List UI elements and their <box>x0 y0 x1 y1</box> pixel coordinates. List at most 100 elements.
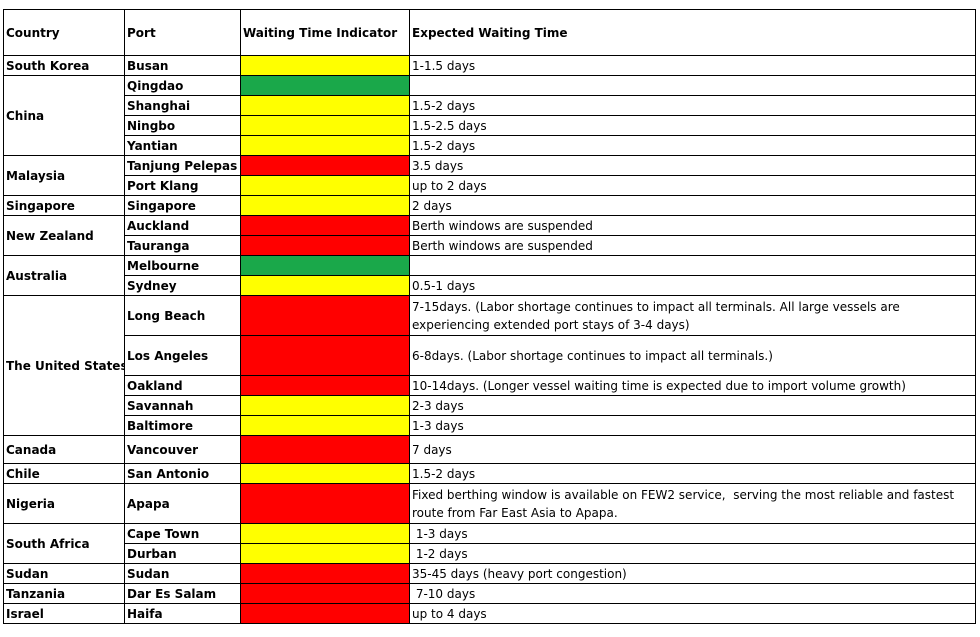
table-row: South Korea Busan 1-1.5 days <box>3 55 976 76</box>
waiting-time-cell: 0.5-1 days <box>409 275 976 296</box>
table-body: South Korea Busan 1-1.5 days China Qingdao Sh… <box>3 55 976 624</box>
port-cell: Auckland <box>124 215 241 236</box>
country-cell: Nigeria <box>3 483 125 524</box>
status-indicator-yellow <box>240 135 410 156</box>
port-cell: Apapa <box>124 483 241 524</box>
table-row: Canada Vancouver 7 days <box>3 435 976 464</box>
country-cell: Sudan <box>3 563 125 584</box>
waiting-time-cell: up to 2 days <box>409 175 976 196</box>
waiting-time-cell: Berth windows are suspended <box>409 235 976 256</box>
status-indicator-yellow <box>240 523 410 544</box>
table-row: China Qingdao <box>3 75 976 156</box>
status-indicator-yellow <box>240 275 410 296</box>
header-indicator: Waiting Time Indicator <box>240 9 410 56</box>
table-row: Savannah 2-3 days <box>4 395 976 416</box>
status-indicator-yellow <box>240 195 410 216</box>
status-indicator-yellow <box>240 95 410 116</box>
table-row: New Zealand Auckland Berth windows are sus… <box>3 215 976 256</box>
status-indicator-red <box>240 563 410 584</box>
waiting-time-cell: Fixed berthing window is available on FE… <box>409 483 976 524</box>
port-cell: Durban <box>124 543 241 564</box>
waiting-time-cell: 7-10 days <box>409 583 976 604</box>
waiting-time-cell: 6-8days. (Labor shortage continues to im… <box>409 335 976 376</box>
waiting-time-cell: 7-15days. (Labor shortage continues to i… <box>409 295 976 336</box>
port-cell: Long Beach <box>124 295 241 336</box>
country-cell: Canada <box>3 435 125 464</box>
table-row: Singapore Singapore 2 days <box>3 195 976 216</box>
status-indicator-red <box>240 155 410 176</box>
table-row: Ningbo 1.5-2.5 days <box>4 115 976 136</box>
country-cell: South Africa <box>3 523 125 564</box>
table-row: Los Angeles 6-8days. (Labor shortage cont… <box>4 335 976 376</box>
waiting-time-cell: 1.5-2.5 days <box>409 115 976 136</box>
port-cell: Los Angeles <box>124 335 241 376</box>
waiting-time-cell: 1.5-2 days <box>409 95 976 116</box>
waiting-time-cell <box>409 75 976 96</box>
port-cell: Haifa <box>124 603 241 624</box>
table-row: Australia Melbourne <box>3 255 976 296</box>
status-indicator-red <box>240 603 410 624</box>
waiting-time-cell: 1-3 days <box>409 523 976 544</box>
port-cell: Dar Es Salam <box>124 583 241 604</box>
country-cell: Chile <box>3 463 125 484</box>
port-cell: Tanjung Pelepas <box>124 155 241 176</box>
waiting-time-cell: Berth windows are suspended <box>409 215 976 236</box>
table-row: Sydney 0.5-1 days <box>4 275 976 296</box>
waiting-time-cell: 1.5-2 days <box>409 135 976 156</box>
header-expected: Expected Waiting Time <box>409 9 976 56</box>
header-port: Port <box>124 9 241 56</box>
port-cell: Oakland <box>124 375 241 396</box>
table-row: Oakland 10-14days. (Longer vessel waiting… <box>4 375 976 396</box>
status-indicator-red <box>240 235 410 256</box>
status-indicator-red <box>240 215 410 236</box>
country-cell: Israel <box>3 603 125 624</box>
port-cell: Yantian <box>124 135 241 156</box>
port-cell: Sydney <box>124 275 241 296</box>
table-row: Port Klang up to 2 days <box>4 175 976 196</box>
table-row: Israel Haifa up to 4 days <box>3 603 976 624</box>
port-cell: Savannah <box>124 395 241 416</box>
table-row: Yantian 1.5-2 days <box>4 135 976 156</box>
port-cell: San Antonio <box>124 463 241 484</box>
country-cell: South Korea <box>3 55 125 76</box>
port-cell: Tauranga <box>124 235 241 256</box>
status-indicator-yellow <box>240 175 410 196</box>
table-row: Shanghai 1.5-2 days <box>4 95 976 116</box>
waiting-time-cell: 7 days <box>409 435 976 464</box>
table-row: Sudan Sudan 35-45 days (heavy port congest… <box>3 563 976 584</box>
port-cell: Ningbo <box>124 115 241 136</box>
table-row: Malaysia Tanjung Pelepas 3.5 days <box>3 155 976 196</box>
waiting-time-cell: 1-3 days <box>409 415 976 436</box>
header-country: Country <box>3 9 125 56</box>
port-cell: Vancouver <box>124 435 241 464</box>
status-indicator-yellow <box>240 395 410 416</box>
country-cell: China <box>3 75 125 156</box>
table-row: Tanzania Dar Es Salam 7-10 days <box>3 583 976 604</box>
status-indicator-red <box>240 583 410 604</box>
waiting-time-cell: 1-1.5 days <box>409 55 976 76</box>
status-indicator-yellow <box>240 463 410 484</box>
waiting-time-cell: 10-14days. (Longer vessel waiting time i… <box>409 375 976 396</box>
country-cell: New Zealand <box>3 215 125 256</box>
port-cell: Cape Town <box>124 523 241 544</box>
port-cell: Busan <box>124 55 241 76</box>
port-cell: Sudan <box>124 563 241 584</box>
waiting-time-cell: 1.5-2 days <box>409 463 976 484</box>
table-row: Nigeria Apapa Fixed berthing window is ava… <box>3 483 976 524</box>
status-indicator-yellow <box>240 115 410 136</box>
port-cell: Singapore <box>124 195 241 216</box>
waiting-time-cell <box>409 255 976 276</box>
status-indicator-yellow <box>240 55 410 76</box>
country-cell: The United States <box>3 295 125 436</box>
port-cell: Shanghai <box>124 95 241 116</box>
waiting-time-cell: 35-45 days (heavy port congestion) <box>409 563 976 584</box>
status-indicator-red <box>240 375 410 396</box>
port-cell: Melbourne <box>124 255 241 276</box>
table-row: Tauranga Berth windows are suspended <box>4 235 976 256</box>
port-cell: Baltimore <box>124 415 241 436</box>
country-cell: Tanzania <box>3 583 125 604</box>
country-cell: Singapore <box>3 195 125 216</box>
table-row: The United States Long Beach 7-15days. (La… <box>3 295 976 436</box>
status-indicator-green <box>240 75 410 96</box>
waiting-time-cell: up to 4 days <box>409 603 976 624</box>
